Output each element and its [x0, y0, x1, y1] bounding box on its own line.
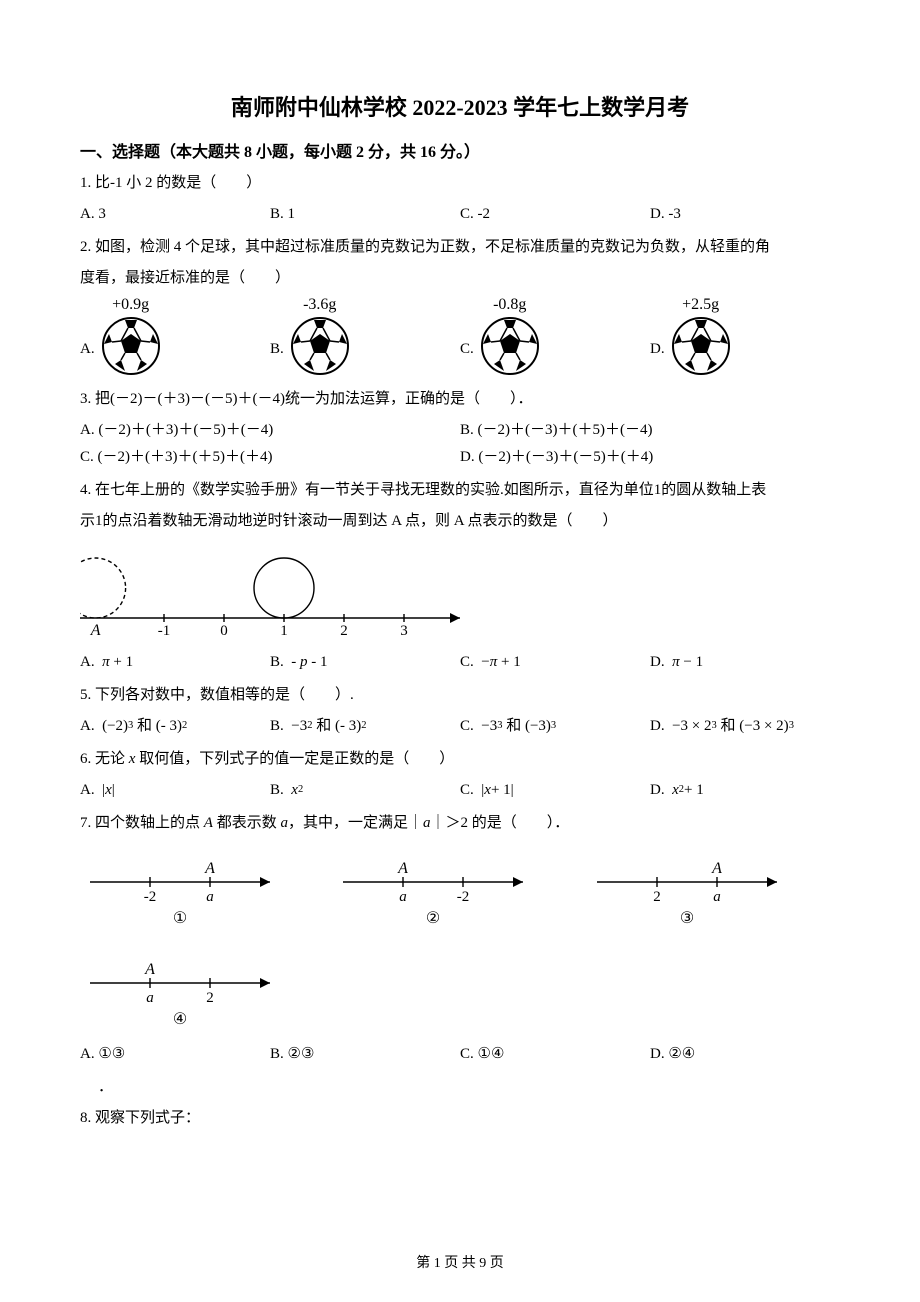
- q6-opt-d: D. x2 + 1: [650, 777, 840, 804]
- q7-opt-a: A. ①③: [80, 1041, 270, 1068]
- q5-opt-c: C. −33 和 (−3)3: [460, 713, 650, 740]
- svg-text:-2: -2: [457, 889, 470, 905]
- q7-axis-3: A 2 a ③: [587, 847, 840, 930]
- q2-letter-a: A.: [80, 341, 95, 358]
- page-title: 南师附中仙林学校 2022-2023 学年七上数学月考: [80, 90, 840, 122]
- q7-axis-1: A -2 a ①: [80, 847, 333, 930]
- q3-opt-a: A. (－2)＋(＋3)＋(－5)＋(－4): [80, 417, 460, 444]
- q1-opt-d: D. -3: [650, 201, 840, 228]
- section-header: 一、选择题（本大题共 8 小题，每小题 2 分，共 16 分。）: [80, 138, 840, 162]
- q4-opt-d: D. π − 1: [650, 649, 840, 676]
- soccer-ball-icon: [101, 316, 161, 376]
- q4-opt-b: B. - p - 1: [270, 649, 460, 676]
- q4-options: A. π + 1 B. - p - 1 C. −π + 1 D. π − 1: [80, 649, 840, 676]
- soccer-ball-icon: [671, 316, 731, 376]
- q2-letter-d: D.: [650, 341, 665, 358]
- q6-opt-c: C. |x + 1|: [460, 777, 650, 804]
- q7-axis-2: A a -2 ②: [333, 847, 586, 930]
- q4-opt-c: C. −π + 1: [460, 649, 650, 676]
- soccer-ball-icon: [290, 316, 350, 376]
- q4-opt-a: A. π + 1: [80, 649, 270, 676]
- q7-options: A. ①③ B. ②③ C. ①④ D. ②④: [80, 1041, 840, 1068]
- svg-text:④: ④: [173, 1011, 187, 1026]
- q7-axes-grid: A -2 a ① A a -2 ② A 2 a ③: [80, 847, 840, 1031]
- svg-text:A: A: [204, 860, 215, 877]
- svg-text:2: 2: [206, 990, 214, 1006]
- q1-opt-a: A. 3: [80, 201, 270, 228]
- svg-text:③: ③: [679, 910, 693, 925]
- q2-ball-d: D. +2.5g: [650, 296, 840, 376]
- q5-text: 5. 下列各对数中，数值相等的是（ ）.: [80, 682, 840, 709]
- q2-letter-b: B.: [270, 341, 284, 358]
- q5-opt-d: D. −3 × 23 和 (−3 × 2)3: [650, 713, 840, 740]
- q7-text: 7. 四个数轴上的点 A 都表示数 a，其中，一定满足｜a｜＞2 的是（ ）．: [80, 810, 840, 837]
- q3-opt-d: D. (－2)＋(－3)＋(－5)＋(＋4): [460, 444, 840, 471]
- q2-letter-c: C.: [460, 341, 474, 358]
- svg-text:-2: -2: [144, 889, 157, 905]
- q4-text-line2: 示1的点沿着数轴无滑动地逆时针滚动一周到达 A 点，则 A 点表示的数是（ ）: [80, 508, 840, 535]
- q5-options: A. (−2)3 和 (- 3)2 B. −32 和 (- 3)2 C. −33…: [80, 713, 840, 740]
- q5-opt-b: B. −32 和 (- 3)2: [270, 713, 460, 740]
- svg-text:-1: -1: [158, 623, 171, 638]
- svg-text:A: A: [711, 860, 722, 877]
- q1-options: A. 3 B. 1 C. -2 D. -3: [80, 201, 840, 228]
- svg-text:0: 0: [220, 623, 228, 638]
- svg-text:A: A: [397, 860, 408, 877]
- svg-text:a: a: [400, 889, 408, 905]
- svg-text:A: A: [144, 961, 155, 978]
- svg-text:2: 2: [653, 889, 661, 905]
- q8-text: 8. 观察下列式子：: [80, 1105, 840, 1132]
- q2-balls-row: A. +0.9g B. -3.6g: [80, 296, 840, 376]
- svg-text:3: 3: [400, 623, 408, 638]
- q4-figure: A -1 0 1 2 3: [80, 543, 840, 643]
- svg-text:a: a: [713, 889, 721, 905]
- q3-opt-c: C. (－2)＋(＋3)＋(＋5)＋(＋4): [80, 444, 460, 471]
- svg-text:2: 2: [340, 623, 348, 638]
- q6-opt-b: B. x2: [270, 777, 460, 804]
- q7-axis-4: A a 2 ④: [80, 948, 333, 1031]
- svg-text:a: a: [206, 889, 214, 905]
- svg-text:A: A: [90, 622, 101, 638]
- q4-text-line1: 4. 在七年上册的《数学实验手册》有一节关于寻找无理数的实验.如图所示，直径为单…: [80, 477, 840, 504]
- q3-text: 3. 把(－2)－(＋3)－(－5)＋(－4)统一为加法运算，正确的是（ ）．: [80, 386, 840, 413]
- q7-opt-b: B. ②③: [270, 1041, 460, 1068]
- q2-ball-a: A. +0.9g: [80, 296, 270, 376]
- soccer-ball-icon: [480, 316, 540, 376]
- q1-opt-c: C. -2: [460, 201, 650, 228]
- svg-text:①: ①: [173, 910, 187, 925]
- q2-text-line1: 2. 如图，检测 4 个足球，其中超过标准质量的克数记为正数，不足标准质量的克数…: [80, 234, 840, 261]
- q2-weight-a: +0.9g: [112, 296, 149, 314]
- q1-text: 1. 比-1 小 2 的数是（ ）: [80, 170, 840, 197]
- q2-text-line2: 度看，最接近标准的是（ ）: [80, 265, 840, 292]
- q2-ball-c: C. -0.8g: [460, 296, 650, 376]
- svg-text:1: 1: [280, 623, 288, 638]
- svg-text:②: ②: [426, 910, 440, 925]
- svg-text:a: a: [146, 990, 154, 1006]
- q7-opt-c: C. ①④: [460, 1041, 650, 1068]
- q6-options: A. |x| B. x2 C. |x + 1| D. x2 + 1: [80, 777, 840, 804]
- q5-opt-a: A. (−2)3 和 (- 3)2: [80, 713, 270, 740]
- q3-options: A. (－2)＋(＋3)＋(－5)＋(－4) B. (－2)＋(－3)＋(＋5)…: [80, 417, 840, 471]
- q2-weight-b: -3.6g: [303, 296, 336, 314]
- q7-dot: ．: [98, 1074, 840, 1101]
- q3-opt-b: B. (－2)＋(－3)＋(＋5)＋(－4): [460, 417, 840, 444]
- page-footer: 第 1 页 共 9 页: [0, 1252, 920, 1272]
- q1-opt-b: B. 1: [270, 201, 460, 228]
- q6-text: 6. 无论 x 取何值，下列式子的值一定是正数的是（ ）: [80, 746, 840, 773]
- q6-opt-a: A. |x|: [80, 777, 270, 804]
- q2-weight-d: +2.5g: [682, 296, 719, 314]
- q2-ball-b: B. -3.6g: [270, 296, 460, 376]
- q7-opt-d: D. ②④: [650, 1041, 840, 1068]
- q2-weight-c: -0.8g: [493, 296, 526, 314]
